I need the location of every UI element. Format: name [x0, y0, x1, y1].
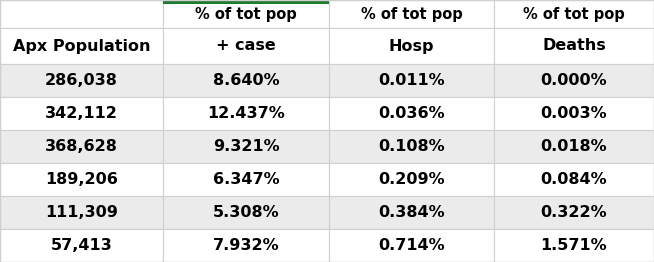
Text: 7.932%: 7.932%	[213, 238, 279, 253]
Bar	[329, 97, 494, 130]
Text: 0.084%: 0.084%	[541, 172, 608, 187]
Bar	[163, 163, 329, 196]
Text: 0.209%: 0.209%	[378, 172, 445, 187]
Bar	[0, 130, 163, 163]
Bar	[494, 64, 654, 97]
Bar	[0, 97, 163, 130]
Bar	[163, 64, 329, 97]
Text: Apx Population: Apx Population	[12, 39, 150, 53]
Text: 8.640%: 8.640%	[213, 73, 279, 88]
Bar	[0, 163, 163, 196]
Bar	[163, 196, 329, 229]
Bar	[0, 163, 163, 196]
Bar	[329, 64, 494, 97]
Text: 6.347%: 6.347%	[213, 172, 279, 187]
Bar	[163, 130, 329, 163]
Bar	[329, 229, 494, 262]
Bar	[163, 28, 329, 64]
Text: 0.322%: 0.322%	[541, 205, 608, 220]
Bar	[163, 163, 329, 196]
Bar	[494, 196, 654, 229]
Text: 111,309: 111,309	[45, 205, 118, 220]
Bar	[163, 64, 329, 97]
Bar	[494, 229, 654, 262]
Bar	[494, 0, 654, 28]
Text: 0.384%: 0.384%	[378, 205, 445, 220]
Text: 286,038: 286,038	[45, 73, 118, 88]
Bar	[494, 163, 654, 196]
Text: + case: + case	[216, 39, 276, 53]
Bar	[0, 28, 163, 64]
Bar	[329, 130, 494, 163]
Text: 0.108%: 0.108%	[378, 139, 445, 154]
Text: 5.308%: 5.308%	[213, 205, 279, 220]
Bar	[494, 130, 654, 163]
Bar	[0, 229, 163, 262]
Bar	[329, 196, 494, 229]
Bar	[0, 130, 163, 163]
Text: 0.000%: 0.000%	[541, 73, 608, 88]
Text: 189,206: 189,206	[45, 172, 118, 187]
Text: 0.018%: 0.018%	[541, 139, 608, 154]
Bar	[163, 229, 329, 262]
Bar	[0, 0, 163, 28]
Text: 0.003%: 0.003%	[541, 106, 608, 121]
Text: 57,413: 57,413	[50, 238, 112, 253]
Bar	[329, 0, 494, 28]
Bar	[163, 229, 329, 262]
Text: % of tot pop: % of tot pop	[195, 7, 297, 21]
Bar	[329, 130, 494, 163]
Bar	[163, 0, 329, 4]
Bar	[494, 0, 654, 28]
Bar	[494, 130, 654, 163]
Text: % of tot pop: % of tot pop	[523, 7, 625, 21]
Bar	[494, 163, 654, 196]
Bar	[494, 97, 654, 130]
Bar	[329, 163, 494, 196]
Bar	[329, 163, 494, 196]
Bar	[0, 229, 163, 262]
Bar	[494, 64, 654, 97]
Bar	[329, 28, 494, 64]
Bar	[329, 28, 494, 64]
Bar	[494, 28, 654, 64]
Bar	[163, 97, 329, 130]
Text: 368,628: 368,628	[45, 139, 118, 154]
Bar	[329, 229, 494, 262]
Bar	[494, 28, 654, 64]
Bar	[163, 196, 329, 229]
Bar	[163, 0, 329, 28]
Bar	[0, 196, 163, 229]
Bar	[163, 28, 329, 64]
Bar	[329, 97, 494, 130]
Bar	[0, 64, 163, 97]
Text: % of tot pop: % of tot pop	[360, 7, 462, 21]
Text: Hosp: Hosp	[388, 39, 434, 53]
Bar	[163, 0, 329, 28]
Bar	[329, 196, 494, 229]
Bar	[0, 0, 163, 28]
Bar	[494, 97, 654, 130]
Bar	[494, 196, 654, 229]
Bar	[0, 196, 163, 229]
Bar	[494, 229, 654, 262]
Text: 1.571%: 1.571%	[541, 238, 608, 253]
Bar	[329, 64, 494, 97]
Text: 342,112: 342,112	[45, 106, 118, 121]
Bar	[329, 0, 494, 28]
Bar	[0, 97, 163, 130]
Text: 0.011%: 0.011%	[378, 73, 445, 88]
Bar	[163, 130, 329, 163]
Text: 0.036%: 0.036%	[378, 106, 445, 121]
Text: 0.714%: 0.714%	[378, 238, 445, 253]
Bar	[0, 28, 163, 64]
Text: 12.437%: 12.437%	[207, 106, 285, 121]
Bar	[0, 64, 163, 97]
Text: Deaths: Deaths	[542, 39, 606, 53]
Bar	[163, 97, 329, 130]
Text: 9.321%: 9.321%	[213, 139, 279, 154]
